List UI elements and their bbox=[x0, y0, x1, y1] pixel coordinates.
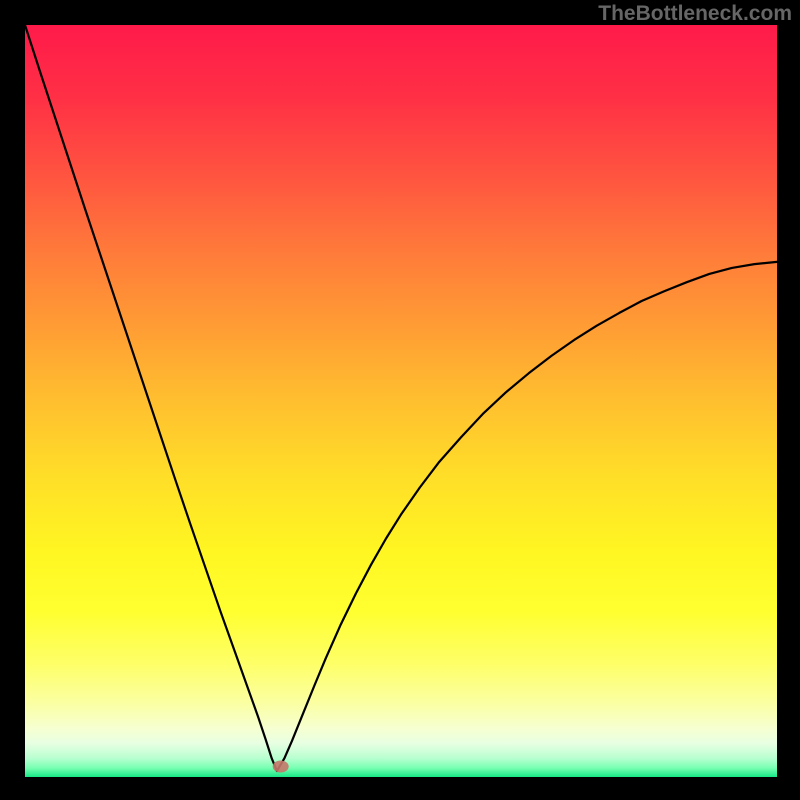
watermark-label: TheBottleneck.com bbox=[598, 2, 792, 26]
curve-canvas bbox=[25, 25, 777, 777]
gradient-background bbox=[25, 25, 777, 777]
chart-frame: TheBottleneck.com bbox=[0, 0, 800, 800]
optimum-marker bbox=[273, 760, 289, 772]
plot-area bbox=[25, 25, 777, 777]
